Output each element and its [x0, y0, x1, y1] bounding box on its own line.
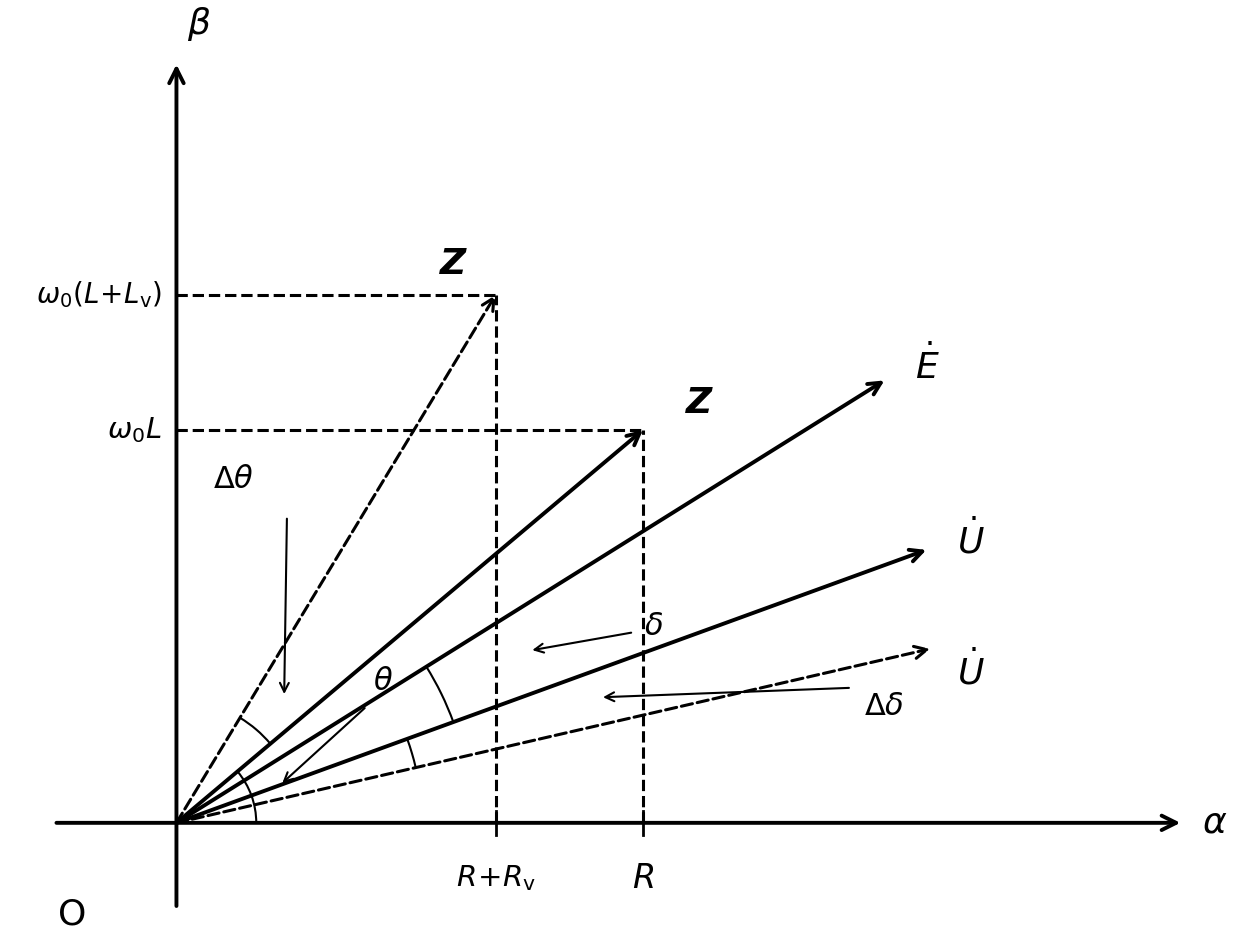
FancyArrowPatch shape: [176, 383, 881, 823]
FancyArrowPatch shape: [176, 647, 927, 823]
Text: $\Delta\theta$: $\Delta\theta$: [213, 465, 254, 493]
Text: $\alpha$: $\alpha$: [1202, 806, 1227, 840]
Text: Z: Z: [686, 386, 712, 420]
Text: $R\!+\!R_{\rm v}$: $R\!+\!R_{\rm v}$: [456, 863, 535, 893]
FancyArrowPatch shape: [176, 298, 494, 823]
Text: $\beta$: $\beta$: [187, 6, 211, 44]
FancyArrowPatch shape: [176, 550, 922, 823]
Text: $\theta$: $\theta$: [373, 668, 393, 696]
Text: $R$: $R$: [632, 862, 654, 895]
Text: $\dot{U}$: $\dot{U}$: [957, 651, 985, 691]
Text: $\delta$: $\delta$: [644, 612, 663, 640]
Text: $\dot{U}$: $\dot{U}$: [957, 519, 985, 561]
Text: $\omega_0 L$: $\omega_0 L$: [107, 415, 162, 445]
Text: $\omega_0(L\!+\!L_{\rm v})$: $\omega_0(L\!+\!L_{\rm v})$: [36, 279, 162, 311]
Text: O: O: [58, 898, 87, 932]
Text: Z: Z: [440, 247, 466, 281]
Text: $\Delta\delta$: $\Delta\delta$: [864, 691, 904, 721]
Text: $\dot{E}$: $\dot{E}$: [916, 345, 940, 386]
FancyArrowPatch shape: [176, 433, 639, 823]
